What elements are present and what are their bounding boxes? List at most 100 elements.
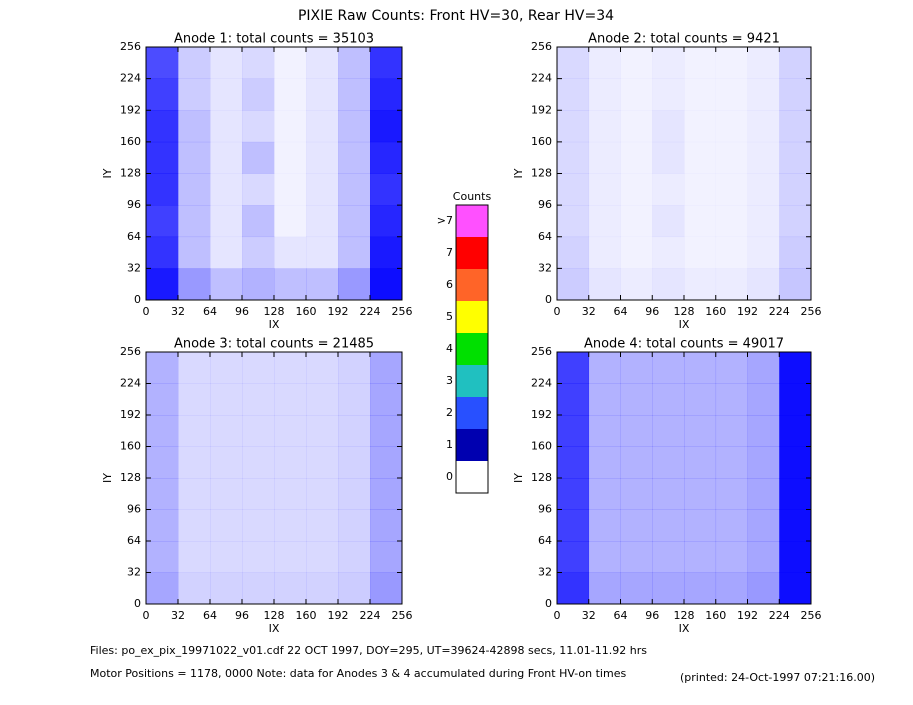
y-tick-label: 160 <box>120 440 141 453</box>
y-tick-label: 192 <box>120 103 141 116</box>
y-tick-label: 224 <box>120 377 141 390</box>
heatmap-cell <box>306 78 339 111</box>
heatmap-cell <box>684 78 717 111</box>
heatmap-cell <box>557 415 590 447</box>
heatmap-cell <box>779 173 812 206</box>
heatmap-cell <box>178 446 211 479</box>
x-tick-label: 0 <box>143 609 150 622</box>
heatmap-cell <box>620 415 653 447</box>
y-tick-label: 256 <box>120 40 141 53</box>
heatmap-cell <box>620 205 653 238</box>
heatmap-cell <box>242 205 275 238</box>
y-tick-label: 160 <box>531 135 552 148</box>
y-tick-label: 64 <box>538 534 552 547</box>
heatmap-cell <box>338 47 371 79</box>
heatmap-cell <box>210 268 243 301</box>
heatmap-cell <box>306 173 339 206</box>
x-axis-label: IX <box>269 318 280 331</box>
x-tick-label: 224 <box>769 305 790 318</box>
y-tick-label: 160 <box>531 440 552 453</box>
heatmap-cell <box>747 478 780 510</box>
colorbar-label: 6 <box>446 278 453 291</box>
x-tick-label: 0 <box>143 305 150 318</box>
heatmap-cell <box>747 383 780 416</box>
heatmap-cell <box>684 509 717 542</box>
heatmap-cell <box>715 541 748 573</box>
heatmap-cell <box>620 446 653 479</box>
heatmap-cell <box>652 268 685 301</box>
heatmap-cell <box>178 110 211 143</box>
heatmap-cell <box>652 110 685 143</box>
figure-title: PIXIE Raw Counts: Front HV=30, Rear HV=3… <box>298 8 614 24</box>
heatmap-cell <box>242 78 275 111</box>
colorbar-label: 5 <box>446 310 453 323</box>
heatmap-cell <box>242 383 275 416</box>
heatmap-cell <box>684 478 717 510</box>
y-tick-label: 96 <box>127 198 141 211</box>
heatmap-cell <box>588 236 621 269</box>
heatmap-cell <box>178 572 211 605</box>
heatmap-cell <box>779 141 812 174</box>
y-tick-label: 64 <box>127 534 141 547</box>
heatmap-cell <box>306 352 339 384</box>
x-tick-label: 192 <box>328 305 349 318</box>
heatmap-cell <box>146 110 179 143</box>
y-tick-label: 224 <box>531 377 552 390</box>
heatmap-cell <box>620 173 653 206</box>
heatmap-cell <box>242 47 275 79</box>
heatmap-cell <box>146 415 179 447</box>
y-tick-label: 64 <box>127 230 141 243</box>
heatmap-cell <box>588 415 621 447</box>
heatmap-cell <box>652 236 685 269</box>
heatmap-cell <box>146 352 179 384</box>
heatmap-cell <box>557 205 590 238</box>
x-tick-label: 256 <box>392 305 413 318</box>
heatmap-cell <box>210 446 243 479</box>
heatmap-cell <box>557 352 590 384</box>
heatmap-cell <box>242 572 275 605</box>
x-tick-label: 64 <box>614 305 628 318</box>
y-tick-label: 224 <box>531 72 552 85</box>
heatmap-cell <box>274 205 307 238</box>
heatmap-cell <box>274 352 307 384</box>
heatmap-cell <box>684 541 717 573</box>
heatmap-cell <box>747 268 780 301</box>
colorbar-swatch <box>456 333 488 365</box>
heatmap-cell <box>210 572 243 605</box>
heatmap-cell <box>557 509 590 542</box>
y-axis-label: IY <box>101 473 114 483</box>
heatmap-cell <box>588 110 621 143</box>
heatmap-cell <box>146 509 179 542</box>
heatmap-cell <box>242 141 275 174</box>
heatmap-cell <box>370 509 403 542</box>
heatmap-cell <box>715 173 748 206</box>
heatmap-cell <box>684 173 717 206</box>
colorbar-label: 7 <box>446 246 453 259</box>
heatmap-cell <box>178 352 211 384</box>
colorbar-title: Counts <box>453 190 492 203</box>
heatmap-cell <box>146 205 179 238</box>
y-tick-label: 256 <box>120 345 141 358</box>
heatmap-cell <box>370 352 403 384</box>
heatmap-cell <box>274 415 307 447</box>
heatmap-cell <box>274 478 307 510</box>
heatmap-cell <box>178 509 211 542</box>
x-tick-label: 32 <box>582 305 596 318</box>
heatmap-cell <box>306 236 339 269</box>
heatmap-cell <box>274 78 307 111</box>
y-tick-label: 96 <box>538 503 552 516</box>
heatmap-cell <box>715 509 748 542</box>
x-axis-label: IX <box>679 622 690 635</box>
heatmap-cell <box>588 173 621 206</box>
heatmap-cell <box>146 541 179 573</box>
heatmap-cell <box>146 572 179 605</box>
heatmap-cell <box>370 141 403 174</box>
heatmap-cell <box>242 236 275 269</box>
y-tick-label: 224 <box>120 72 141 85</box>
y-axis-label: IY <box>101 168 114 178</box>
heatmap-cell <box>588 78 621 111</box>
x-tick-label: 96 <box>235 609 249 622</box>
footer-files: Files: po_ex_pix_19971022_v01.cdf 22 OCT… <box>90 644 647 657</box>
heatmap-cell <box>557 78 590 111</box>
x-tick-label: 160 <box>296 609 317 622</box>
